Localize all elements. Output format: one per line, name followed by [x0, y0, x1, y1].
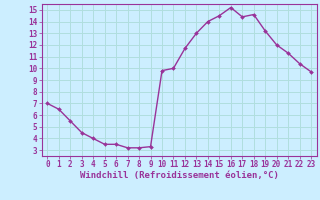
- X-axis label: Windchill (Refroidissement éolien,°C): Windchill (Refroidissement éolien,°C): [80, 171, 279, 180]
